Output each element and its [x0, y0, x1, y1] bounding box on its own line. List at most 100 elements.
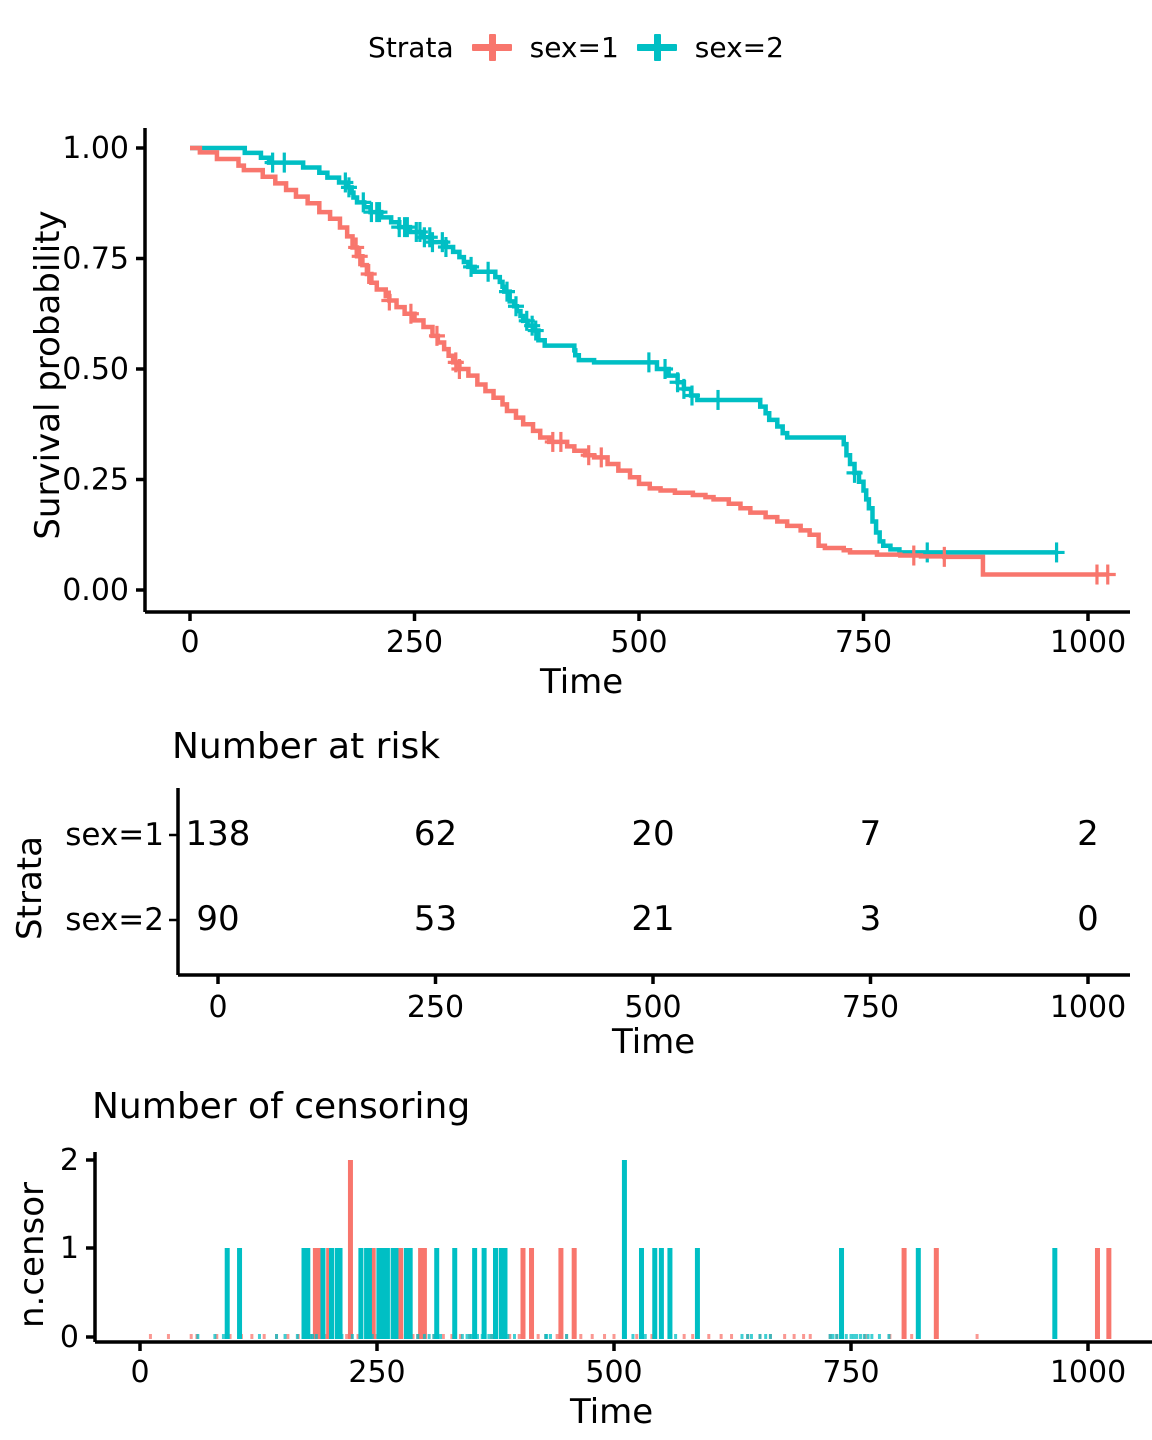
risk-table-x-tick-label: 500	[624, 990, 681, 1025]
censor-rug-sex=2	[764, 1334, 768, 1339]
censor-rug-sex=2	[422, 1334, 426, 1339]
censor-rug-sex=2	[858, 1334, 862, 1339]
censor-rug-sex=1	[458, 1334, 462, 1339]
censor-rug-sex=2	[667, 1334, 671, 1339]
censor-rug-sex=2	[740, 1334, 744, 1339]
censor-rug-sex=2	[460, 1334, 464, 1339]
censor-bar-sex=2	[380, 1248, 386, 1339]
censor-bar-sex=1	[529, 1248, 535, 1339]
censor-rug-sex=2	[512, 1334, 516, 1339]
survival-y-tick-label: 0.00	[62, 573, 129, 608]
risk-table-row-label: sex=1	[65, 817, 164, 853]
censor-rug-sex=1	[802, 1334, 806, 1339]
survival-x-tick-label: 500	[610, 625, 667, 660]
legend-item-sex2: sex=2	[694, 30, 784, 64]
censor-rug-sex=1	[910, 1334, 914, 1339]
censor-rug-sex=2	[866, 1334, 870, 1339]
censor-rug-sex=1	[250, 1334, 254, 1339]
censor-plot-x-axis-title: Time	[570, 1392, 654, 1432]
censor-rug-sex=1	[682, 1334, 686, 1339]
censor-rug-sex=2	[465, 1334, 469, 1339]
censor-rug-sex=1	[325, 1334, 329, 1339]
censor-x-tick-label: 0	[130, 1355, 149, 1390]
censor-bar-sex=1	[520, 1248, 526, 1339]
censor-rug-sex=1	[792, 1334, 796, 1339]
censor-bar-sex=2	[407, 1248, 413, 1339]
censor-rug-sex=2	[877, 1334, 881, 1339]
censor-bar-sex=2	[320, 1248, 326, 1339]
censor-rug-sex=2	[855, 1334, 859, 1339]
censor-x-tick-label: 750	[822, 1355, 879, 1390]
censor-bar-sex=2	[224, 1248, 230, 1339]
censor-rug-sex=1	[691, 1334, 695, 1339]
risk-table-title: Number at risk	[172, 726, 441, 767]
censor-rug-sex=2	[490, 1334, 494, 1339]
risk-table-value: 138	[186, 814, 251, 854]
censor-rug-sex=2	[746, 1334, 750, 1339]
censor-bar-sex=1	[1106, 1248, 1112, 1339]
survival-x-tick-label: 750	[835, 625, 892, 660]
censor-rug-sex=1	[650, 1334, 654, 1339]
censor-bar-sex=2	[384, 1248, 390, 1339]
censor-bar-sex=2	[915, 1248, 921, 1339]
censor-bar-sex=2	[376, 1248, 382, 1339]
censor-rug-sex=2	[494, 1334, 498, 1339]
censor-rug-sex=2	[322, 1334, 326, 1339]
censor-bar-sex=1	[571, 1248, 577, 1339]
legend-title: Strata	[368, 30, 454, 64]
censor-rug-sex=1	[934, 1334, 938, 1339]
censor-rug-sex=2	[295, 1334, 299, 1339]
censor-bar-sex=1	[421, 1248, 427, 1339]
censor-rug-sex=2	[545, 1334, 549, 1339]
censor-rug-sex=1	[215, 1334, 219, 1339]
risk-table-value: 90	[196, 899, 239, 939]
censor-rug-sex=1	[228, 1334, 232, 1339]
survival-x-tick-label: 1000	[1050, 625, 1126, 660]
censor-y-tick-label: 1	[60, 1231, 79, 1266]
censor-bar-sex=2	[328, 1248, 334, 1339]
censor-bar-sex=2	[366, 1248, 372, 1339]
censor-rug-sex=1	[441, 1334, 445, 1339]
survival-y-tick-label: 0.50	[62, 352, 129, 387]
censor-rug-sex=2	[311, 1334, 315, 1339]
censor-rug-sex=1	[590, 1334, 594, 1339]
censor-rug-sex=2	[487, 1334, 491, 1339]
censor-rug-sex=1	[536, 1334, 540, 1339]
censor-rug-sex=2	[849, 1334, 853, 1339]
censor-bar-sex=2	[452, 1248, 458, 1339]
censor-bar-sex=2	[502, 1248, 508, 1339]
censor-rug-sex=2	[831, 1334, 835, 1339]
censor-rug-sex=2	[329, 1334, 333, 1339]
censor-bar-sex=2	[652, 1248, 658, 1339]
censor-rug-sex=1	[1107, 1334, 1111, 1339]
censor-rug-sex=2	[500, 1334, 504, 1339]
censor-bar-sex=1	[418, 1248, 424, 1339]
censor-bar-sex=2	[658, 1248, 664, 1339]
censor-plus-icon-sex2	[636, 30, 677, 64]
censor-rug-sex=1	[189, 1334, 193, 1339]
survival-x-tick-label: 0	[180, 625, 199, 660]
censor-bar-sex=2	[493, 1248, 498, 1339]
censor-rug-sex=1	[356, 1334, 360, 1339]
censor-rug-sex=2	[392, 1334, 396, 1339]
censor-bar-sex=1	[347, 1160, 353, 1339]
censor-rug-sex=1	[400, 1334, 404, 1339]
censor-y-tick-label: 0	[60, 1320, 79, 1355]
censor-bar-sex=2	[839, 1248, 845, 1339]
censor-bar-sex=1	[312, 1248, 318, 1339]
censor-bar-sex=1	[901, 1248, 907, 1339]
censor-bar-sex=2	[390, 1248, 396, 1339]
censor-rug-sex=1	[783, 1334, 787, 1339]
risk-table-value: 7	[860, 814, 882, 854]
censor-rug-sex=2	[828, 1334, 832, 1339]
censor-rug-sex=2	[257, 1334, 261, 1339]
censor-rug-sex=2	[439, 1334, 443, 1339]
censor-x-tick-label: 1000	[1050, 1355, 1126, 1390]
censor-bar-sex=2	[393, 1248, 399, 1339]
censor-x-tick-label: 500	[585, 1355, 642, 1390]
censor-rug-sex=1	[603, 1334, 607, 1339]
censor-rug-sex=2	[470, 1334, 474, 1339]
censor-rug-sex=2	[653, 1334, 657, 1339]
censor-bar-sex=2	[1052, 1248, 1058, 1339]
censor-rug-sex=2	[221, 1334, 225, 1339]
